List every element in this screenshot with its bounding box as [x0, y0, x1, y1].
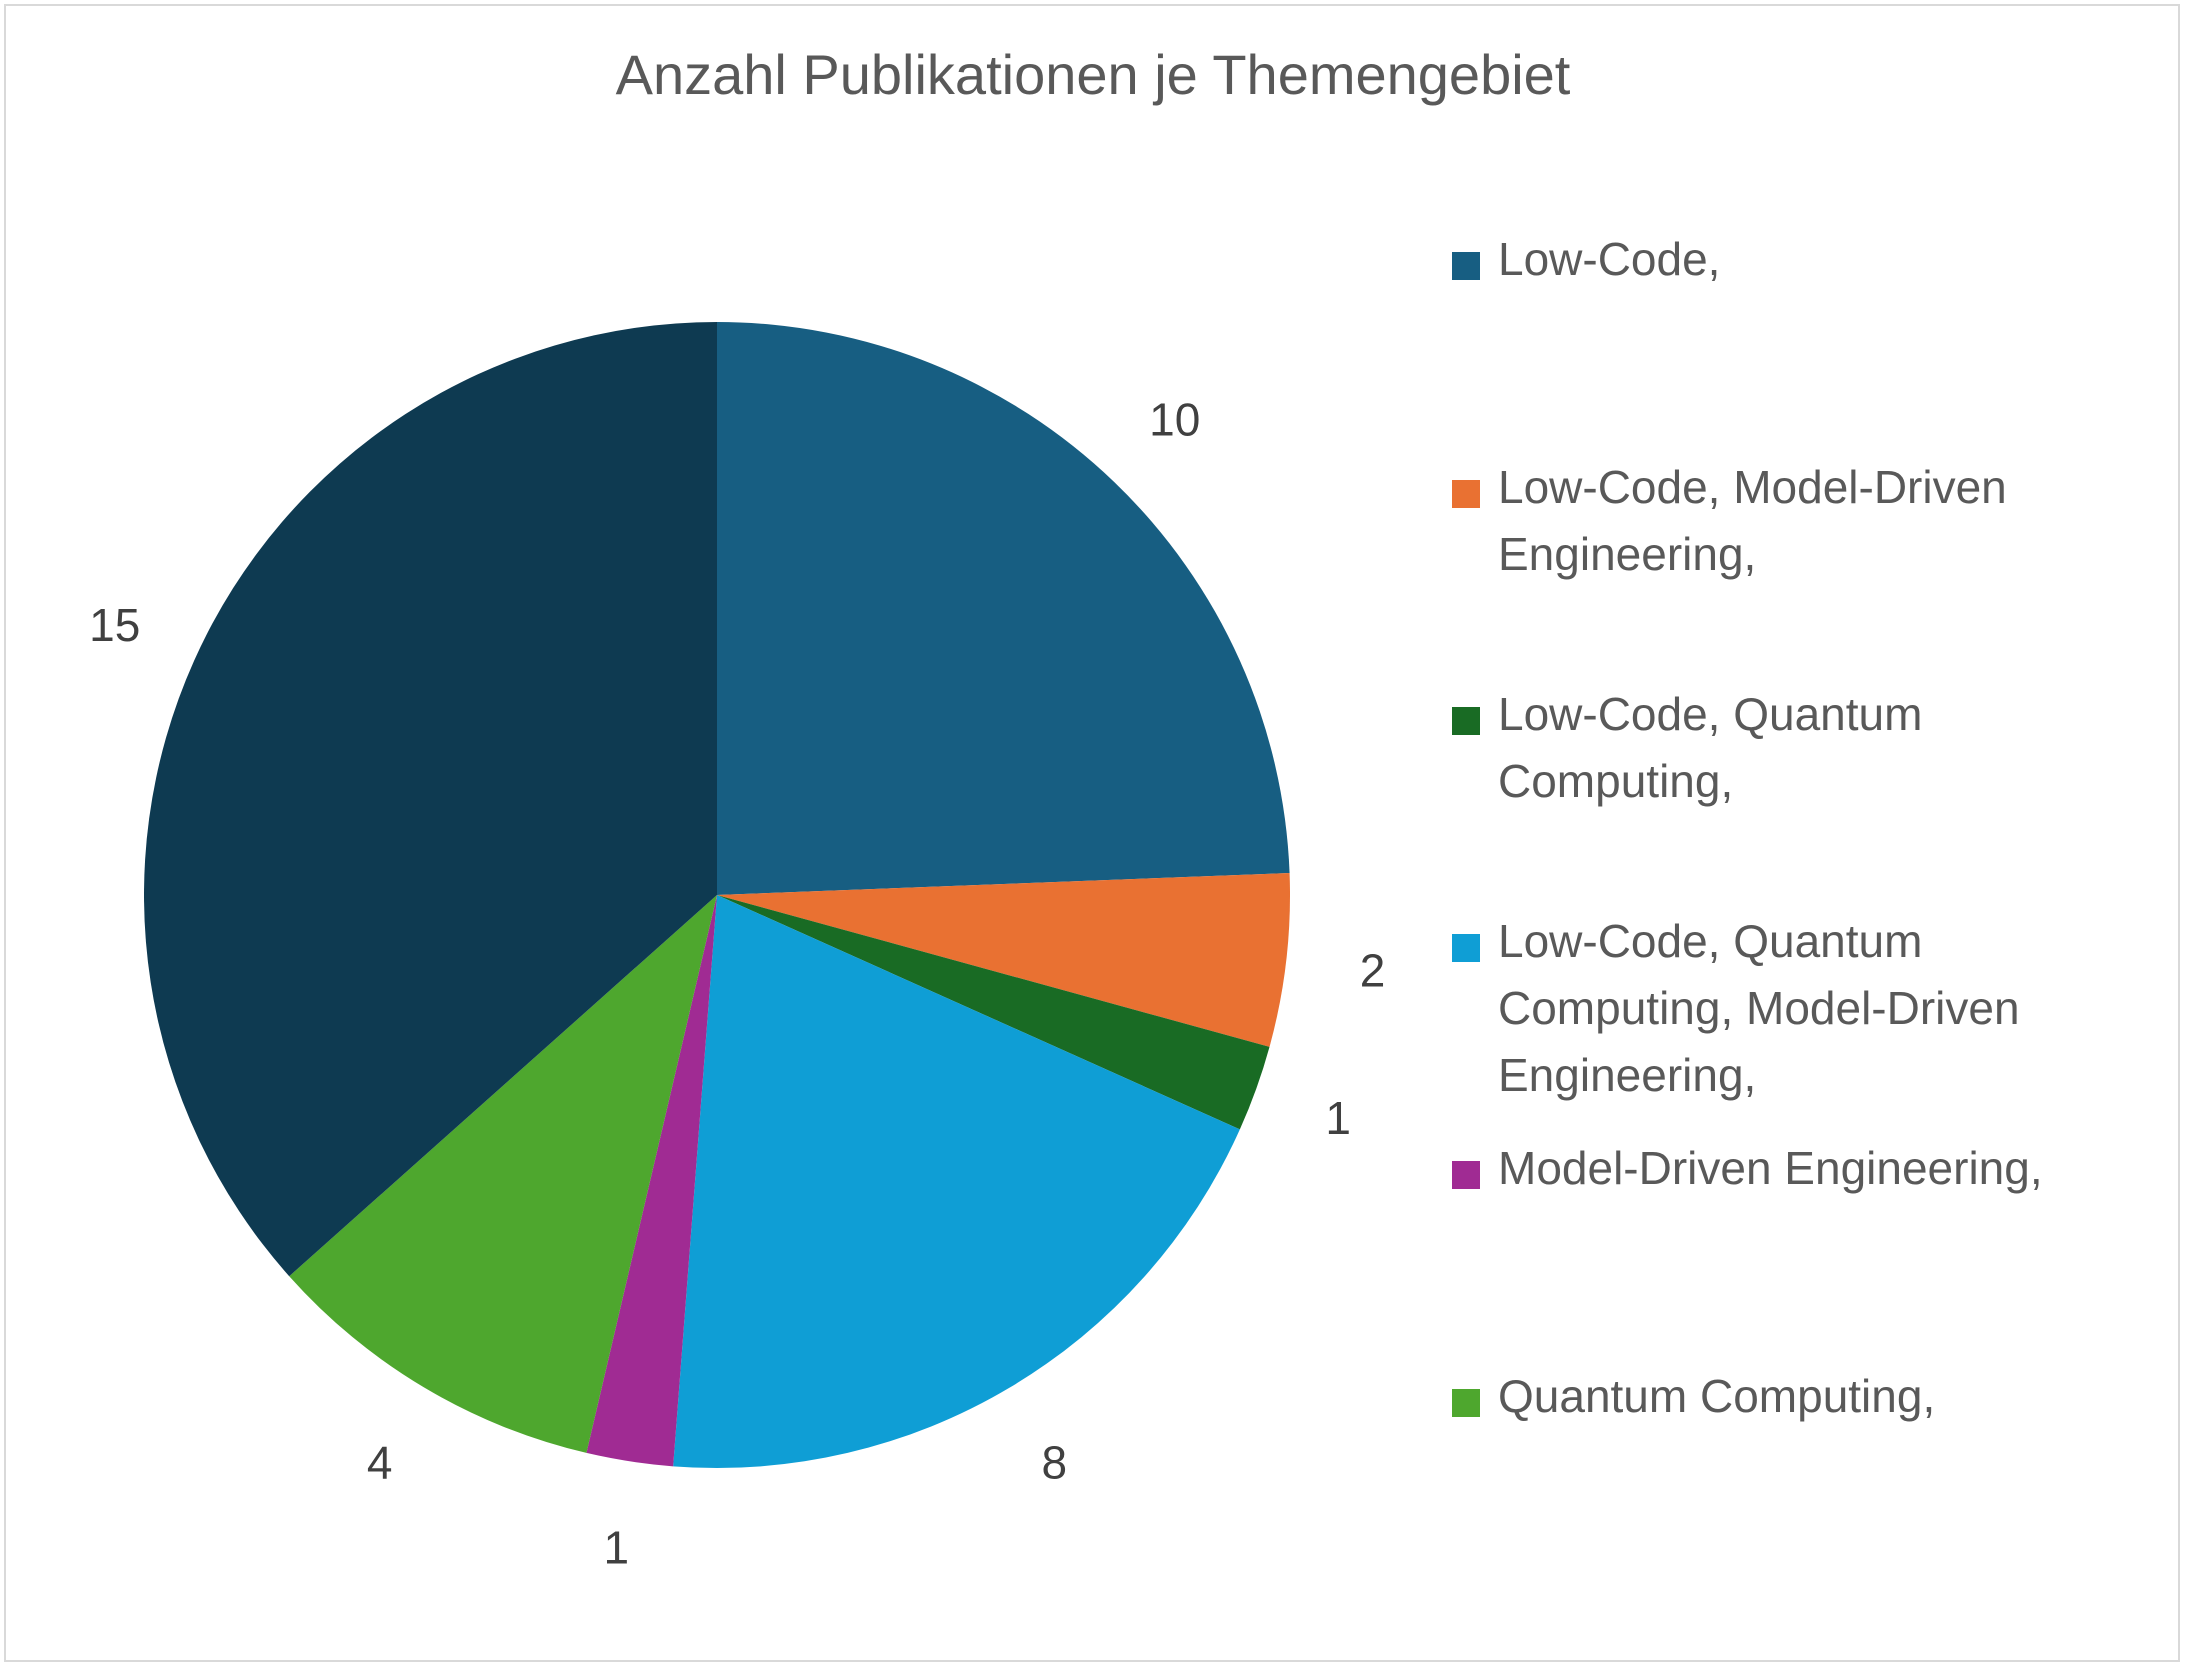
- legend-label: Low-Code,: [1498, 233, 1721, 285]
- pie-slice-2: [717, 895, 1270, 1130]
- data-label-5: 4: [367, 1436, 393, 1488]
- legend-swatch: [1452, 1161, 1480, 1189]
- pie-data-labels: 10 2 1 8 1 4 15: [89, 394, 1385, 1574]
- legend-swatch: [1452, 252, 1480, 280]
- legend-swatch: [1452, 480, 1480, 508]
- pie-slice-3: [673, 895, 1240, 1469]
- legend-item-low-code-qc: Low-Code, Quantum Computing,: [1452, 681, 2152, 815]
- legend-label: Low-Code, Quantum Computing,: [1498, 688, 1923, 807]
- legend-item-low-code-mde: Low-Code, Model-Driven Engineering,: [1452, 454, 2152, 588]
- data-label-6: 15: [89, 599, 140, 651]
- pie-slices: [144, 322, 1291, 1469]
- pie-slice-6: [144, 322, 717, 1277]
- legend-item-low-code: Low-Code,: [1452, 226, 2152, 293]
- data-label-3: 8: [1042, 1436, 1068, 1488]
- data-label-1: 2: [1360, 945, 1386, 997]
- data-label-4: 1: [604, 1521, 630, 1573]
- pie-slice-5: [289, 895, 717, 1453]
- legend-item-qc: Quantum Computing,: [1452, 1363, 2152, 1430]
- legend-label: Low-Code, Quantum Computing, Model-Drive…: [1498, 915, 2020, 1101]
- chart-title: Anzahl Publikationen je Themengebiet: [615, 43, 1571, 106]
- legend-swatch: [1452, 934, 1480, 962]
- legend-label: Low-Code, Model-Driven Engineering,: [1498, 461, 2007, 580]
- pie-slice-4: [586, 895, 717, 1467]
- legend-swatch: [1452, 1389, 1480, 1417]
- pie-slice-0: [717, 322, 1290, 895]
- legend-label: Model-Driven Engineering,: [1498, 1142, 2043, 1194]
- data-label-0: 10: [1149, 394, 1200, 446]
- legend-label: Quantum Computing,: [1498, 1370, 1936, 1422]
- pie-slice-1: [717, 873, 1291, 1047]
- data-label-2: 1: [1325, 1092, 1351, 1144]
- legend-item-mde: Model-Driven Engineering,: [1452, 1135, 2152, 1202]
- legend-item-low-code-qc-mde: Low-Code, Quantum Computing, Model-Drive…: [1452, 908, 2152, 1109]
- legend-swatch: [1452, 707, 1480, 735]
